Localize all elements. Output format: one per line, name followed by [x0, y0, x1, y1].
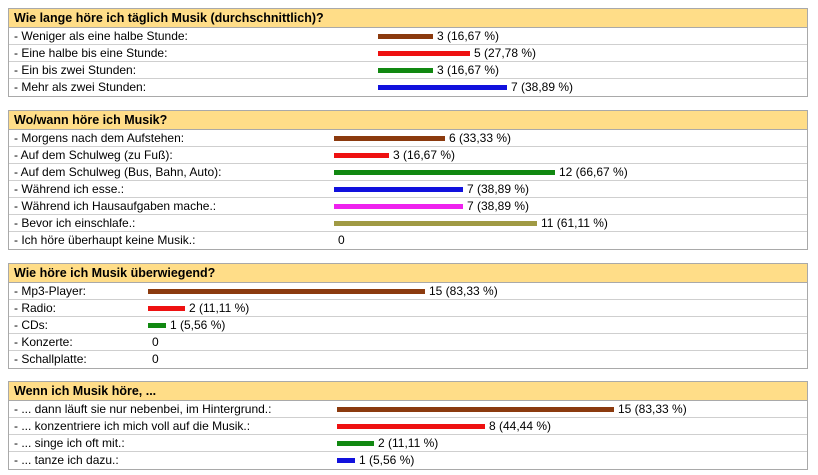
answer-row: - Schallplatte: 0	[9, 351, 807, 368]
answer-value: 3 (16,67 %)	[437, 63, 500, 77]
answer-bar	[378, 68, 433, 73]
answer-row: - Morgens nach dem Aufstehen: 6 (33,33 %)	[9, 130, 807, 147]
question-title: Wo/wann höre ich Musik?	[9, 111, 807, 130]
answer-bar	[148, 289, 425, 294]
answer-value: 1 (5,56 %)	[170, 318, 226, 332]
answer-row: - ... tanze ich dazu.: 1 (5,56 %)	[9, 452, 807, 469]
answer-value: 11 (61,11 %)	[541, 216, 608, 230]
answer-value: 2 (11,11 %)	[189, 301, 250, 315]
answer-value: 8 (44,44 %)	[489, 419, 552, 433]
answer-bar	[334, 204, 463, 209]
answer-bar	[337, 424, 485, 429]
answer-value: 0	[338, 233, 345, 247]
answer-row: - ... singe ich oft mit.: 2 (11,11 %)	[9, 435, 807, 452]
answer-bar	[148, 323, 166, 328]
answer-row: - CDs: 1 (5,56 %)	[9, 317, 807, 334]
answer-value: 7 (38,89 %)	[511, 80, 574, 94]
answer-value: 5 (27,78 %)	[474, 46, 537, 60]
answer-label: - Mp3-Player:	[14, 284, 87, 298]
answer-value: 7 (38,89 %)	[467, 182, 530, 196]
answer-value: 12 (66,67 %)	[559, 165, 628, 179]
answer-value: 3 (16,67 %)	[437, 29, 500, 43]
answer-row: - Mp3-Player: 15 (83,33 %)	[9, 283, 807, 300]
answer-label: - Morgens nach dem Aufstehen:	[14, 131, 185, 145]
answer-label: - ... konzentriere ich mich voll auf die…	[14, 419, 251, 433]
answer-bar	[337, 407, 614, 412]
answer-row: - Weniger als eine halbe Stunde: 3 (16,67…	[9, 28, 807, 45]
answer-label: - ... tanze ich dazu.:	[14, 453, 119, 467]
answer-row: - Radio: 2 (11,11 %)	[9, 300, 807, 317]
answer-bar	[337, 441, 374, 446]
answer-bar	[334, 221, 537, 226]
answer-value: 2 (11,11 %)	[378, 436, 439, 450]
answer-bar	[378, 85, 507, 90]
answer-label: - Während ich esse.:	[14, 182, 125, 196]
question-block: Wie höre ich Musik überwiegend? - Mp3-Pla…	[8, 263, 808, 369]
answer-row: - Auf dem Schulweg (Bus, Bahn, Auto): 12 …	[9, 164, 807, 181]
answer-bar	[378, 51, 470, 56]
answer-label: - Bevor ich einschlafe.:	[14, 216, 136, 230]
question-title: Wie lange höre ich täglich Musik (durchs…	[9, 9, 807, 28]
answer-bar	[337, 458, 355, 463]
answer-label: - ... dann läuft sie nur nebenbei, im Hi…	[14, 402, 272, 416]
answer-row: - Eine halbe bis eine Stunde: 5 (27,78 %)	[9, 45, 807, 62]
answer-value: 7 (38,89 %)	[467, 199, 530, 213]
question-title: Wenn ich Musik höre, ...	[9, 382, 807, 401]
answer-bar	[334, 170, 555, 175]
answer-label: - Schallplatte:	[14, 352, 87, 366]
answer-value: 15 (83,33 %)	[618, 402, 687, 416]
answer-label: - CDs:	[14, 318, 48, 332]
answer-label: - Auf dem Schulweg (Bus, Bahn, Auto):	[14, 165, 222, 179]
answer-row: - Während ich esse.: 7 (38,89 %)	[9, 181, 807, 198]
answer-row: - Ein bis zwei Stunden: 3 (16,67 %)	[9, 62, 807, 79]
answer-bar	[148, 306, 185, 311]
answer-row: - Ich höre überhaupt keine Musik.: 0	[9, 232, 807, 249]
answer-row: - ... dann läuft sie nur nebenbei, im Hi…	[9, 401, 807, 418]
answer-row: - ... konzentriere ich mich voll auf die…	[9, 418, 807, 435]
answer-label: - Mehr als zwei Stunden:	[14, 80, 147, 94]
answer-bar	[378, 34, 433, 39]
answer-bar	[334, 153, 389, 158]
answer-bar	[334, 187, 463, 192]
answer-label: - Radio:	[14, 301, 57, 315]
question-title: Wie höre ich Musik überwiegend?	[9, 264, 807, 283]
answer-bar	[334, 136, 445, 141]
answer-row: - Mehr als zwei Stunden: 7 (38,89 %)	[9, 79, 807, 96]
answer-label: - Auf dem Schulweg (zu Fuß):	[14, 148, 173, 162]
answer-row: - Auf dem Schulweg (zu Fuß): 3 (16,67 %)	[9, 147, 807, 164]
question-block: Wenn ich Musik höre, ... - ... dann läuft…	[8, 381, 808, 470]
answer-value: 6 (33,33 %)	[449, 131, 512, 145]
answer-label: - ... singe ich oft mit.:	[14, 436, 125, 450]
answer-label: - Ein bis zwei Stunden:	[14, 63, 137, 77]
answer-value: 1 (5,56 %)	[359, 453, 415, 467]
answer-row: - Konzerte: 0	[9, 334, 807, 351]
answer-value: 3 (16,67 %)	[393, 148, 456, 162]
answer-value: 0	[152, 335, 159, 349]
answer-label: - Während ich Hausaufgaben mache.:	[14, 199, 217, 213]
answer-label: - Eine halbe bis eine Stunde:	[14, 46, 168, 60]
question-block: Wo/wann höre ich Musik? - Morgens nach de…	[8, 110, 808, 250]
answer-row: - Bevor ich einschlafe.: 11 (61,11 %)	[9, 215, 807, 232]
answer-value: 0	[152, 352, 159, 366]
answer-label: - Konzerte:	[14, 335, 73, 349]
answer-row: - Während ich Hausaufgaben mache.: 7 (38,…	[9, 198, 807, 215]
answer-label: - Ich höre überhaupt keine Musik.:	[14, 233, 196, 247]
answer-label: - Weniger als eine halbe Stunde:	[14, 29, 188, 43]
question-block: Wie lange höre ich täglich Musik (durchs…	[8, 8, 808, 97]
answer-value: 15 (83,33 %)	[429, 284, 498, 298]
